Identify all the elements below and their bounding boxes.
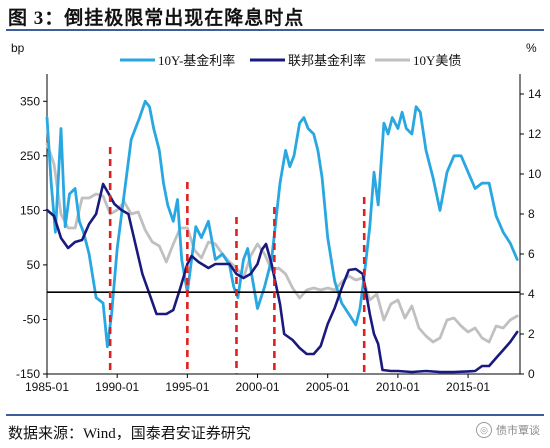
source-note: 数据来源：Wind，国泰君安证券研究	[8, 426, 251, 442]
left-tick-label: 250	[20, 149, 40, 163]
left-tick-label: -50	[23, 312, 41, 326]
series-line-treasury-10y	[45, 142, 519, 344]
x-tick-label: 2000-01	[236, 380, 280, 394]
footer: 数据来源：Wind，国泰君安证券研究 ◎ 债市覃谈	[0, 414, 550, 448]
chart: bp % -150 -50 50 150 250 350 0 2 4 6 8 10 12 14 1985-01 1…	[11, 41, 542, 394]
left-axis-unit: bp	[11, 41, 25, 55]
footer-divider	[6, 414, 544, 416]
x-tick-label: 1990-01	[95, 380, 139, 394]
right-tick-label: 10	[528, 167, 542, 181]
right-tick-label: 4	[528, 287, 535, 301]
title-bar: 图 3：倒挂极限常出现在降息时点	[0, 0, 550, 31]
left-tick-label: 50	[27, 258, 41, 272]
figure-title: 图 3：倒挂极限常出现在降息时点	[8, 8, 305, 29]
legend: 10Y-基金利率 联邦基金利率 10Y美债	[120, 53, 461, 68]
series-line-fed-funds	[45, 182, 519, 374]
right-tick-label: 8	[528, 207, 535, 221]
x-tick-label: 2005-01	[306, 380, 350, 394]
legend-label: 联邦基金利率	[288, 53, 366, 68]
right-tick-label: 6	[528, 247, 535, 261]
x-tick-label: 1985-01	[25, 380, 69, 394]
x-tick-label: 1995-01	[165, 380, 209, 394]
left-tick-label: -150	[16, 367, 40, 381]
x-tick-label: 2010-01	[376, 380, 420, 394]
series-layer	[45, 99, 520, 374]
rate-cut-marker-layer	[108, 147, 366, 374]
wechat-icon: ◎	[476, 422, 492, 438]
title-divider	[6, 29, 544, 31]
watermark-text: 债市覃谈	[496, 425, 540, 437]
legend-label: 10Y-基金利率	[158, 53, 235, 68]
right-tick-label: 12	[528, 127, 542, 141]
right-tick-label: 0	[528, 367, 535, 381]
right-axis-unit: %	[526, 41, 537, 55]
left-tick-label: 350	[20, 94, 40, 108]
axes-layer: bp % -150 -50 50 150 250 350 0 2 4 6 8 10 12 14 1985-01 1…	[11, 41, 542, 394]
right-tick-label: 2	[528, 327, 535, 341]
right-tick-label: 14	[528, 87, 542, 101]
watermark: ◎ 债市覃谈	[476, 422, 540, 438]
x-tick-label: 2015-01	[446, 380, 490, 394]
left-tick-label: 150	[20, 203, 40, 217]
legend-label: 10Y美债	[413, 53, 461, 68]
